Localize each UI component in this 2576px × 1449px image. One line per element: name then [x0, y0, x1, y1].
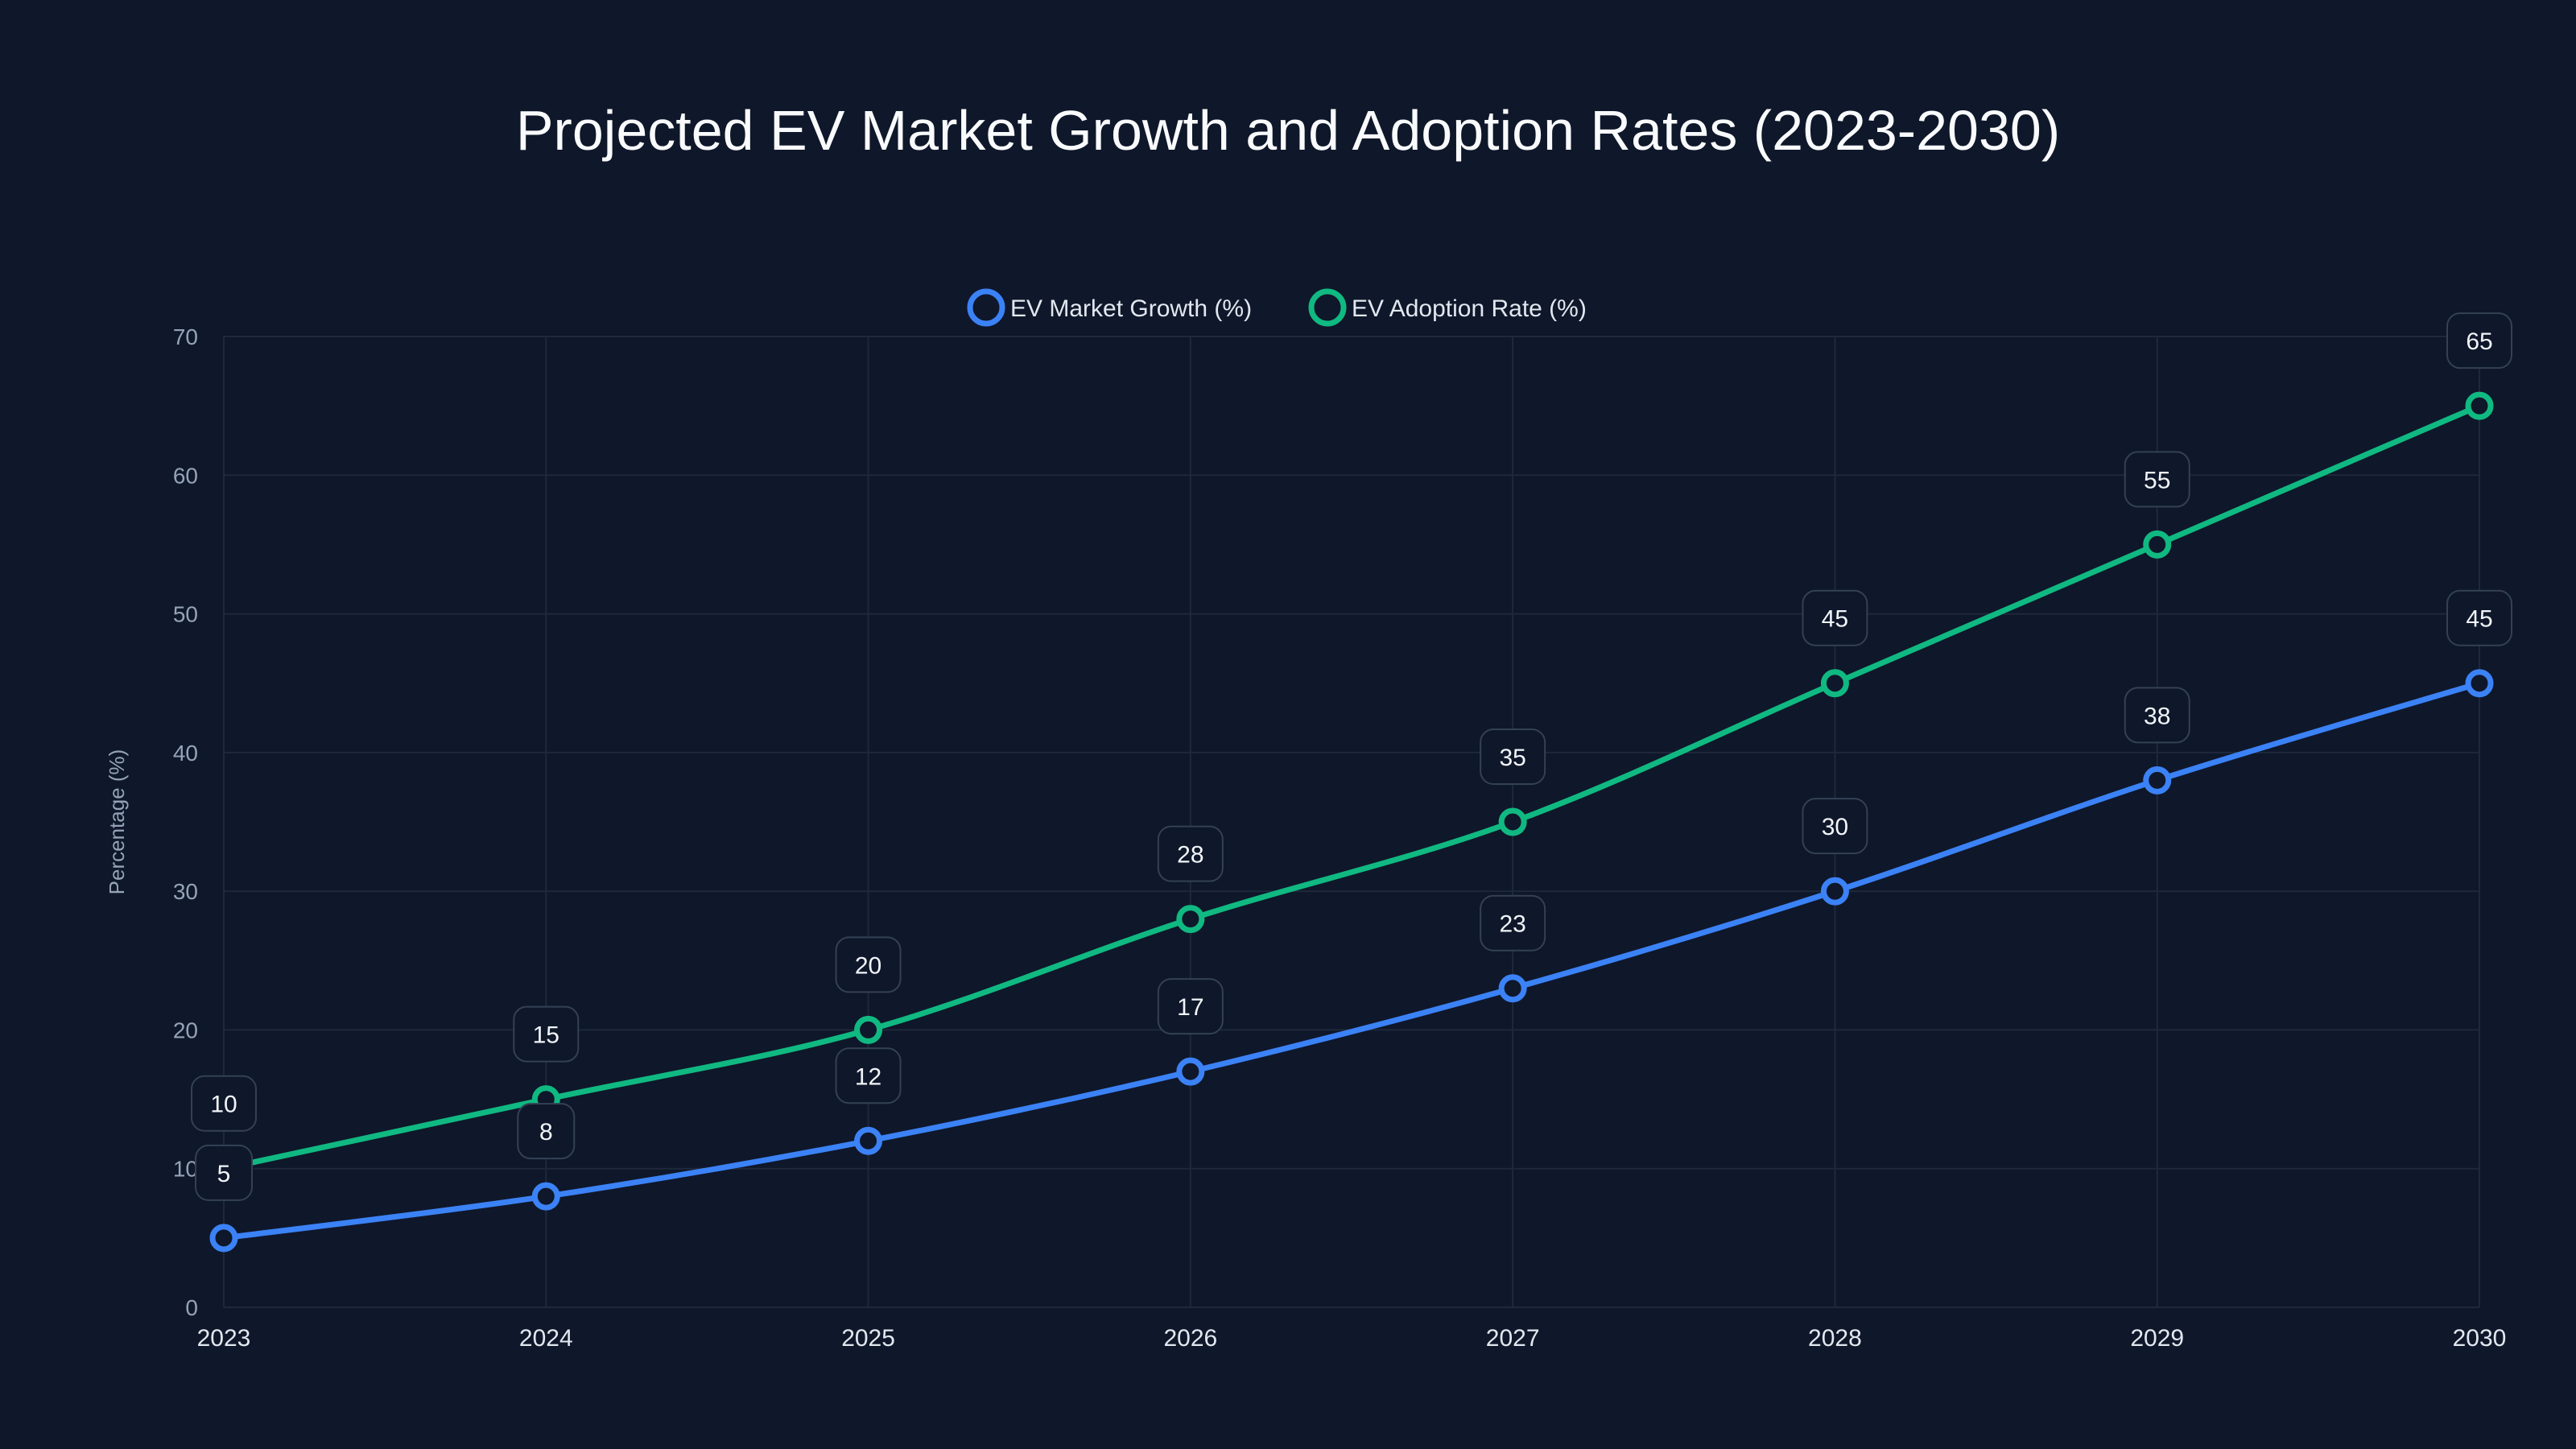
data-point: [1820, 669, 1849, 698]
x-tick-label: 2028: [1808, 1325, 1862, 1352]
data-label-box: [517, 1103, 576, 1160]
data-point: [531, 1182, 560, 1211]
data-label: 15: [533, 1022, 559, 1049]
data-label-box: [2446, 589, 2512, 646]
data-label: 38: [2144, 703, 2170, 729]
x-tick-label: 2030: [2453, 1325, 2507, 1352]
data-point: [2465, 391, 2494, 420]
legend-marker-icon: [1308, 288, 1347, 327]
x-tick-label: 2029: [2130, 1325, 2184, 1352]
y-tick-label: 70: [173, 324, 198, 349]
series-lines: [223, 402, 2481, 1241]
data-label-box: [1802, 798, 1868, 855]
data-label: 55: [2144, 467, 2170, 493]
legend-marker-icon: [967, 288, 1005, 327]
data-label: 23: [1499, 911, 1525, 938]
data-label: 65: [2466, 328, 2492, 355]
data-point: [1498, 807, 1527, 836]
y-tick-label: 30: [173, 879, 198, 904]
data-label: 20: [855, 952, 881, 979]
data-point: [854, 1015, 883, 1044]
data-point: [854, 1126, 883, 1155]
data-label: 35: [1499, 745, 1525, 771]
series-line-adoption-rate: [223, 402, 2481, 1172]
legend: EV Market Growth (%) EV Adoption Rate (%): [967, 288, 1587, 327]
series-line-market-growth: [223, 680, 2481, 1241]
y-tick-label: 10: [173, 1157, 198, 1182]
data-label-box: [835, 1047, 902, 1104]
data-label-box: [1802, 589, 1868, 646]
data-point: [1820, 877, 1849, 906]
data-label-box: [2124, 687, 2190, 744]
data-point: [2465, 669, 2494, 698]
data-label: 5: [217, 1161, 231, 1187]
y-tick-label: 60: [173, 463, 198, 488]
data-label-box: [1480, 894, 1546, 952]
data-point: [1176, 1057, 1205, 1086]
data-label-box: [835, 936, 902, 993]
y-tick-label: 0: [185, 1295, 198, 1320]
data-label: 17: [1177, 994, 1203, 1021]
data-label-box: [191, 1075, 257, 1132]
data-label-box: [195, 1144, 253, 1201]
legend-item-label: EV Market Growth (%): [1010, 295, 1252, 322]
data-point: [2143, 530, 2172, 559]
data-label: 45: [2466, 606, 2492, 633]
x-tick-label: 2025: [841, 1325, 895, 1352]
data-point: [2143, 766, 2172, 795]
x-axis: 2023 2024 2025 2026 2027 2028 2029 2030: [197, 1325, 2507, 1352]
data-label-box: [2124, 451, 2190, 508]
data-label-box: [2446, 312, 2512, 369]
y-tick-label: 40: [173, 741, 198, 766]
data-label-box: [1157, 978, 1224, 1035]
data-label: 45: [1822, 606, 1848, 633]
data-point: [1176, 905, 1205, 934]
data-label-box: [1157, 825, 1224, 882]
y-tick-label: 50: [173, 602, 198, 627]
data-label: 10: [210, 1092, 237, 1118]
data-label-box: [513, 1005, 580, 1063]
x-tick-label: 2023: [197, 1325, 251, 1352]
data-label: 30: [1822, 814, 1848, 840]
chart-title: Projected EV Market Growth and Adoption …: [516, 99, 2060, 162]
legend-item-label: EV Adoption Rate (%): [1352, 295, 1587, 322]
x-tick-label: 2027: [1486, 1325, 1540, 1352]
data-label: 28: [1177, 842, 1203, 869]
data-label-box: [1480, 729, 1546, 785]
data-label: 12: [855, 1063, 881, 1090]
y-axis-label: Percentage (%): [105, 749, 129, 895]
y-axis: 0 10 20 30 40 50 60 70: [173, 324, 198, 1320]
data-labels: 5 8 12 17 23 30 38 45 10 15 20 28 35 45 55 65: [191, 312, 2512, 1201]
y-tick-label: 20: [173, 1018, 198, 1042]
x-tick-label: 2026: [1163, 1325, 1217, 1352]
data-point: [1498, 974, 1527, 1003]
x-tick-label: 2024: [519, 1325, 573, 1352]
data-label: 8: [539, 1119, 553, 1146]
data-point: [209, 1224, 238, 1253]
